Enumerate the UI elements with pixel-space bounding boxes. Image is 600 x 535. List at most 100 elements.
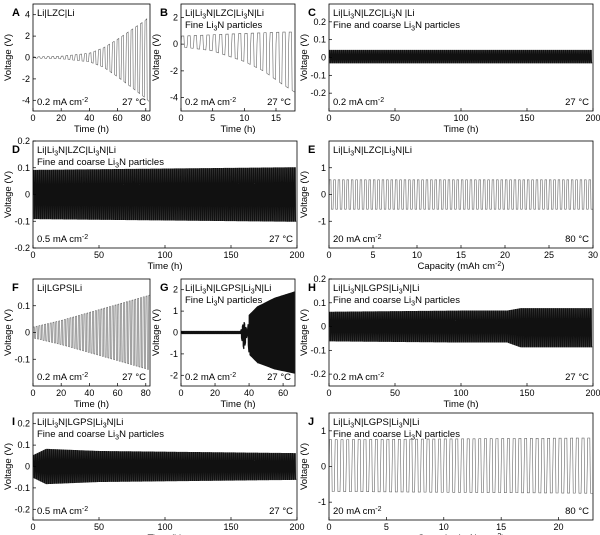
cell-title-line: Fine and coarse Li3N particles: [333, 295, 460, 308]
current-sup: -2: [378, 372, 384, 379]
text-part: N particles: [217, 295, 262, 306]
x-tick-label: 150: [519, 388, 534, 398]
temperature-label: 27 °C: [269, 234, 293, 245]
plot-frame: [32, 278, 151, 387]
current-sup: -2: [375, 506, 381, 513]
current-sup: -2: [375, 234, 381, 241]
y-tick-label: -0.1: [14, 354, 30, 364]
subscript: 3: [103, 423, 107, 430]
cell-title-line: Li|Li3N|LGPS|Li3N|Li: [185, 283, 271, 296]
subscript: 3: [399, 423, 403, 430]
x-tick-label: 60: [278, 388, 288, 398]
current-density-label: 0.2 mA cm-2: [333, 97, 384, 108]
subscript: 3: [243, 14, 247, 21]
y-tick-label: 0: [25, 328, 30, 338]
x-axis-label-sup: -2: [495, 261, 501, 268]
y-tick-label: -0.1: [310, 345, 326, 355]
panel-label: C: [308, 7, 316, 19]
x-axis-label-text: Time (h): [147, 261, 182, 272]
cell-title-line: Li|LZC|Li: [37, 8, 75, 19]
text-part: Fine and coarse Li: [333, 20, 411, 31]
x-axis-label: Time (h): [74, 124, 109, 135]
y-tick-label: 0.2: [17, 419, 30, 429]
text-part: Li|Li: [333, 145, 350, 156]
x-tick-label: 40: [84, 388, 94, 398]
y-tick-label: -1: [170, 349, 178, 359]
text-part: Li|Li: [185, 8, 202, 19]
y-tick-label: 0: [321, 53, 326, 63]
x-axis-label-sup: -2: [495, 533, 501, 535]
current-density-label: 0.2 mA cm-2: [185, 372, 236, 383]
x-tick-label: 0: [326, 250, 331, 260]
current-density-label: 0.2 mA cm-2: [185, 97, 236, 108]
text-part: Fine and coarse Li: [333, 295, 411, 306]
text-part: N|LZC|Li: [206, 8, 243, 19]
cell-title-line: Li|LGPS|Li: [37, 283, 82, 294]
x-axis-label-end: ): [501, 533, 504, 535]
y-tick-label: -1: [318, 497, 326, 507]
y-tick-label: -0.1: [14, 483, 30, 493]
y-tick-label: -2: [170, 370, 178, 380]
voltage-series-line: [329, 49, 593, 64]
x-tick-label: 60: [113, 113, 123, 123]
voltage-series-line: [33, 294, 150, 370]
text-part: N particles: [119, 157, 164, 168]
y-tick-label: 0.1: [17, 440, 30, 450]
y-tick-label: 2: [25, 31, 30, 41]
subscript: 3: [391, 14, 395, 21]
temperature-label: 27 °C: [122, 97, 146, 108]
text-part: Fine and coarse Li: [37, 157, 115, 168]
current-density-label: 20 mA cm-2: [333, 234, 382, 245]
x-tick-label: 200: [289, 250, 304, 260]
x-tick-label: 100: [157, 250, 172, 260]
x-tick-label: 200: [585, 388, 600, 398]
y-tick-label: -0.1: [310, 70, 326, 80]
y-tick-label: 0.1: [313, 298, 326, 308]
current-sup: -2: [230, 97, 236, 104]
plot-frame: [32, 3, 151, 112]
temperature-label: 27 °C: [565, 372, 589, 383]
y-tick-label: -1: [318, 216, 326, 226]
y-axis-label: Voltage (V): [3, 171, 14, 218]
x-tick-label: 10: [412, 250, 422, 260]
y-tick-label: -0.2: [14, 504, 30, 514]
cell-title-line: Li|Li3N|LZC|Li3N |Li: [333, 8, 415, 21]
subscript: 3: [411, 26, 415, 33]
temperature-label: 27 °C: [122, 372, 146, 383]
cell-title-line: Li|Li3N|LZC|Li3N|Li: [333, 145, 412, 158]
current-sup: -2: [82, 372, 88, 379]
cell-title-line: Fine Li3N particles: [185, 20, 263, 33]
subscript: 3: [350, 289, 354, 296]
temperature-label: 27 °C: [267, 372, 291, 383]
x-tick-label: 50: [94, 522, 104, 532]
subscript: 3: [411, 435, 415, 442]
panel-label: F: [12, 282, 19, 294]
y-tick-label: 0: [25, 190, 30, 200]
panel-label: A: [12, 7, 20, 19]
x-tick-label: 100: [453, 388, 468, 398]
text-part: Fine and coarse Li: [333, 429, 411, 440]
temperature-label: 27 °C: [565, 97, 589, 108]
y-tick-label: 0: [173, 328, 178, 338]
plot-frame: [180, 3, 296, 112]
y-tick-label: 1: [173, 306, 178, 316]
y-axis-label: Voltage (V): [299, 443, 310, 490]
y-tick-label: -2: [22, 74, 30, 84]
subscript: 3: [214, 301, 218, 308]
panel-label: B: [160, 7, 168, 19]
text-part: N particles: [415, 429, 460, 440]
y-tick-label: 0: [173, 39, 178, 49]
x-tick-label: 0: [30, 113, 35, 123]
x-tick-label: 200: [289, 522, 304, 532]
text-part: Li|LGPS|Li: [37, 283, 82, 294]
text-part: N |Li: [395, 8, 414, 19]
current-text: 0.5 mA cm: [37, 234, 82, 245]
subscript: 3: [202, 289, 206, 296]
y-axis-label: Voltage (V): [299, 309, 310, 356]
x-tick-label: 100: [453, 113, 468, 123]
y-axis-label: Voltage (V): [3, 34, 14, 81]
text-part: N|Li: [403, 283, 420, 294]
cell-title-line: Li|Li3N|LZC|Li3N|Li: [37, 145, 116, 158]
x-tick-label: 15: [271, 113, 281, 123]
text-part: Li|Li: [37, 417, 54, 428]
